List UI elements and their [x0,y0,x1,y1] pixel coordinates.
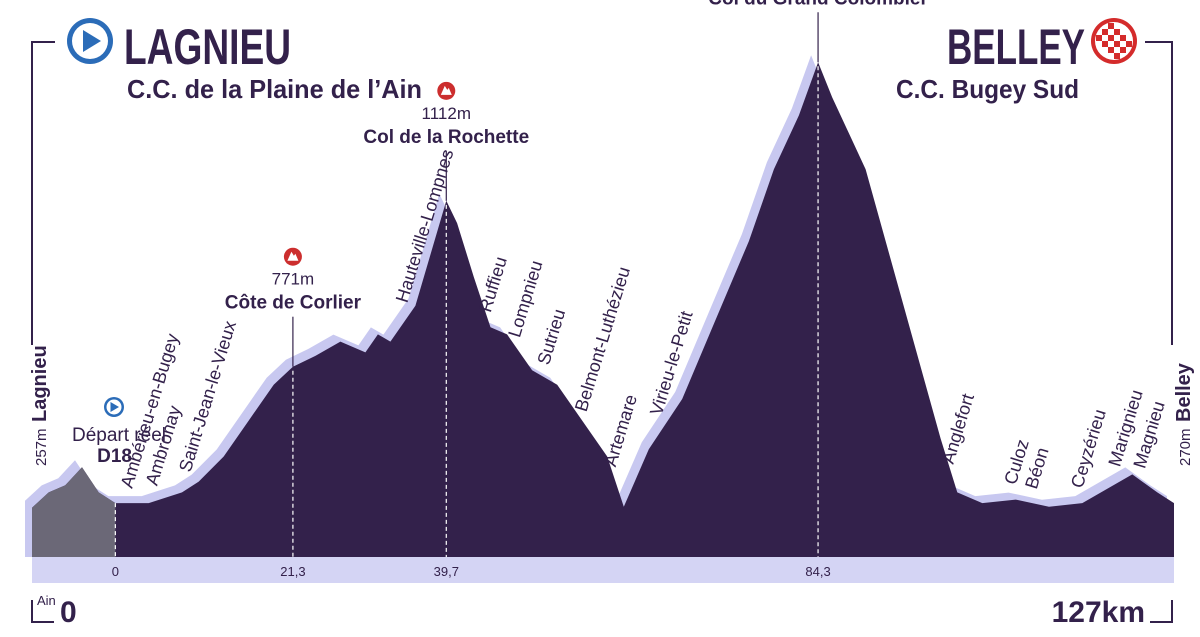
place-label: Ruffieu [475,254,511,314]
frame-bottom-left [31,600,54,623]
start-side-altitude: 257m [33,428,50,466]
km-marker-label: 21,3 [280,564,305,579]
climb-name: Col du Grand Colombier [708,0,928,9]
climb-altitude: 771m [272,270,315,289]
start-icon [67,18,113,64]
neutral-zone-shape [32,467,116,557]
distance-band [32,557,1174,583]
checkered-flag-icon [1091,18,1137,64]
mountain-icon [437,81,456,100]
km-markers: 0 21,3 39,7 84,3 [112,564,831,579]
climb-name: Col de la Rochette [363,127,529,148]
depart-reel-label: Départ réel [72,425,166,446]
finish-side-altitude: 270m [1177,428,1194,466]
place-label: Lompnieu [504,258,546,339]
start-side-label: Lagnieu [29,345,51,422]
place-label: Artemare [600,392,641,469]
km-marker-label: 84,3 [805,564,830,579]
axis-start-label: 0 [60,596,77,629]
start-org: C.C. de la Plaine de l’Ain [127,74,422,104]
climb-name: Côte de Corlier [225,293,362,314]
axis-department: Ain [37,593,56,608]
neutral-zone-area [32,467,116,557]
climb-labels: 771m Côte de Corlier 1112m Col de la Rochet… [225,0,929,314]
frame-left [31,41,55,345]
frame-right [1145,41,1173,345]
place-label: Sutrieu [533,307,569,367]
finish-org: C.C. Bugey Sud [896,74,1079,104]
depart-reel-road: D18 [97,446,132,467]
profile-area [32,62,1174,558]
climb-summit-lines [292,12,819,557]
start-city: LAGNIEU [124,19,291,75]
km-marker-label: 0 [112,564,119,579]
axis-end-label: 127km [1052,596,1145,629]
place-label: Belmont-Luthézieu [571,264,634,413]
climb-altitude: 1112m [422,104,471,123]
mountain-icon [283,247,302,266]
finish-city: BELLEY [947,19,1085,75]
frame-bottom-right [1150,600,1173,623]
place-label: Ceyzérieu [1067,407,1110,490]
finish-side-label: Belley [1173,362,1195,422]
depart-reel-icon [104,397,124,417]
profile-shape [32,62,1174,558]
place-label: Anglefort [938,391,978,466]
km-marker-label: 39,7 [434,564,459,579]
